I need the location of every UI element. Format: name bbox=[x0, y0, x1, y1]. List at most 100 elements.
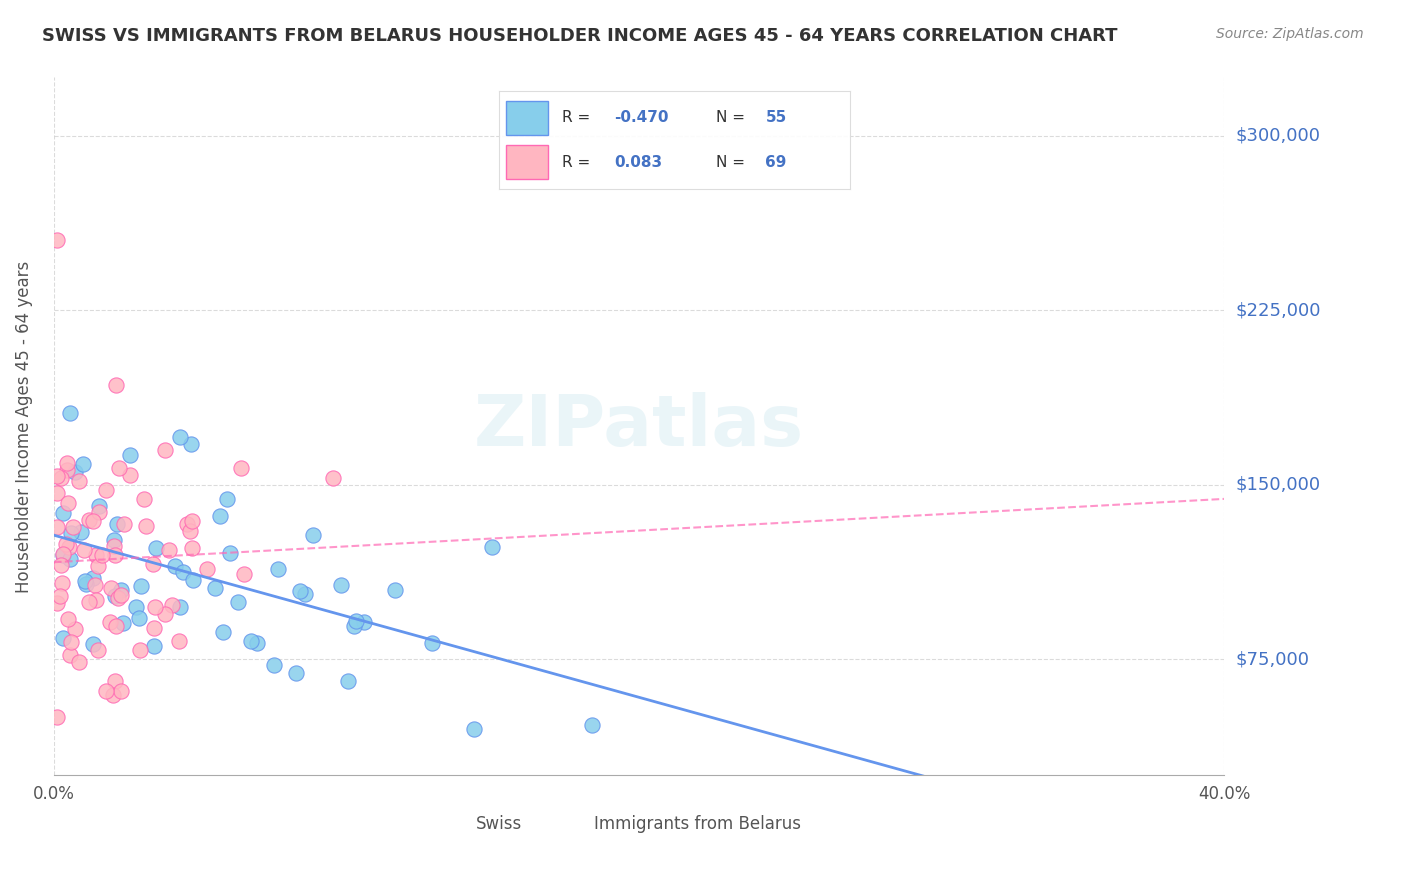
Swiss bbox=[145, 541, 167, 556]
Immigrants from Belarus bbox=[118, 467, 141, 482]
Swiss bbox=[420, 636, 443, 650]
Immigrants from Belarus bbox=[179, 524, 201, 538]
Swiss bbox=[267, 562, 290, 576]
Immigrants from Belarus bbox=[195, 561, 218, 575]
Immigrants from Belarus bbox=[104, 674, 127, 689]
Immigrants from Belarus bbox=[56, 456, 79, 470]
Immigrants from Belarus bbox=[91, 549, 114, 563]
Immigrants from Belarus bbox=[87, 642, 110, 657]
Immigrants from Belarus bbox=[56, 495, 79, 509]
Immigrants from Belarus bbox=[73, 542, 96, 557]
Immigrants from Belarus bbox=[58, 541, 80, 555]
Immigrants from Belarus bbox=[63, 622, 86, 636]
Immigrants from Belarus bbox=[83, 578, 105, 592]
Immigrants from Belarus bbox=[167, 633, 190, 648]
Immigrants from Belarus bbox=[103, 539, 125, 553]
Immigrants from Belarus bbox=[160, 598, 183, 612]
Immigrants from Belarus bbox=[55, 536, 77, 550]
Immigrants from Belarus bbox=[84, 593, 107, 607]
Swiss bbox=[82, 571, 104, 585]
Immigrants from Belarus bbox=[180, 541, 202, 555]
Swiss bbox=[60, 526, 83, 541]
Swiss bbox=[463, 722, 485, 736]
Swiss bbox=[128, 611, 150, 625]
Swiss bbox=[72, 458, 94, 472]
Immigrants from Belarus bbox=[77, 513, 100, 527]
Swiss bbox=[226, 595, 249, 609]
Immigrants from Belarus bbox=[69, 655, 91, 669]
Swiss bbox=[82, 636, 104, 650]
Swiss bbox=[110, 582, 132, 597]
Immigrants from Belarus bbox=[45, 233, 67, 247]
Immigrants from Belarus bbox=[52, 547, 75, 561]
Swiss bbox=[336, 673, 359, 688]
Text: $75,000: $75,000 bbox=[1236, 650, 1309, 668]
Text: $150,000: $150,000 bbox=[1236, 475, 1320, 493]
Text: Source: ZipAtlas.com: Source: ZipAtlas.com bbox=[1216, 27, 1364, 41]
Y-axis label: Householder Income Ages 45 - 64 years: Householder Income Ages 45 - 64 years bbox=[15, 260, 32, 592]
Swiss bbox=[63, 465, 86, 479]
Swiss bbox=[125, 600, 148, 615]
Swiss bbox=[209, 509, 232, 524]
Text: ZIPatlas: ZIPatlas bbox=[474, 392, 804, 461]
Swiss bbox=[353, 615, 375, 629]
Swiss bbox=[142, 639, 165, 653]
Swiss bbox=[215, 491, 238, 506]
Text: $225,000: $225,000 bbox=[1236, 301, 1320, 319]
Immigrants from Belarus bbox=[232, 566, 254, 581]
Immigrants from Belarus bbox=[229, 461, 252, 475]
Immigrants from Belarus bbox=[112, 516, 135, 531]
Immigrants from Belarus bbox=[103, 688, 125, 702]
Immigrants from Belarus bbox=[132, 491, 155, 506]
Immigrants from Belarus bbox=[49, 558, 72, 572]
Swiss bbox=[75, 574, 97, 589]
Text: Immigrants from Belarus: Immigrants from Belarus bbox=[593, 815, 801, 833]
Immigrants from Belarus bbox=[87, 505, 110, 519]
Swiss bbox=[105, 516, 128, 531]
Swiss bbox=[52, 631, 75, 645]
Swiss bbox=[343, 619, 366, 633]
Immigrants from Belarus bbox=[110, 683, 132, 698]
Immigrants from Belarus bbox=[79, 595, 101, 609]
Swiss bbox=[180, 437, 202, 451]
Swiss bbox=[111, 615, 134, 630]
Swiss bbox=[204, 581, 226, 595]
Immigrants from Belarus bbox=[45, 486, 67, 500]
Immigrants from Belarus bbox=[46, 520, 69, 534]
Swiss bbox=[169, 430, 191, 444]
Swiss bbox=[163, 559, 186, 574]
Swiss bbox=[172, 566, 194, 580]
Text: Swiss: Swiss bbox=[475, 815, 522, 833]
Immigrants from Belarus bbox=[181, 514, 204, 528]
Immigrants from Belarus bbox=[145, 599, 167, 614]
Immigrants from Belarus bbox=[129, 643, 152, 657]
Immigrants from Belarus bbox=[104, 548, 127, 562]
Immigrants from Belarus bbox=[94, 483, 117, 498]
Immigrants from Belarus bbox=[322, 471, 344, 485]
Immigrants from Belarus bbox=[98, 615, 121, 629]
Immigrants from Belarus bbox=[49, 471, 72, 485]
Text: SWISS VS IMMIGRANTS FROM BELARUS HOUSEHOLDER INCOME AGES 45 - 64 YEARS CORRELATI: SWISS VS IMMIGRANTS FROM BELARUS HOUSEHO… bbox=[42, 27, 1118, 45]
Immigrants from Belarus bbox=[142, 621, 165, 635]
Swiss bbox=[52, 506, 75, 520]
Immigrants from Belarus bbox=[56, 463, 79, 477]
Immigrants from Belarus bbox=[105, 378, 128, 392]
Immigrants from Belarus bbox=[59, 634, 82, 648]
Immigrants from Belarus bbox=[56, 611, 79, 625]
Swiss bbox=[263, 657, 285, 672]
Immigrants from Belarus bbox=[153, 443, 176, 458]
Swiss bbox=[104, 589, 127, 603]
Swiss bbox=[301, 528, 323, 542]
Swiss bbox=[246, 636, 269, 650]
Swiss bbox=[239, 634, 262, 648]
Immigrants from Belarus bbox=[45, 469, 67, 483]
Immigrants from Belarus bbox=[48, 589, 70, 603]
Immigrants from Belarus bbox=[105, 619, 128, 633]
Swiss bbox=[330, 577, 353, 591]
Swiss bbox=[75, 577, 97, 591]
Immigrants from Belarus bbox=[84, 549, 107, 563]
Immigrants from Belarus bbox=[107, 591, 129, 606]
Immigrants from Belarus bbox=[51, 575, 73, 590]
Swiss bbox=[59, 551, 82, 566]
Immigrants from Belarus bbox=[142, 557, 165, 571]
